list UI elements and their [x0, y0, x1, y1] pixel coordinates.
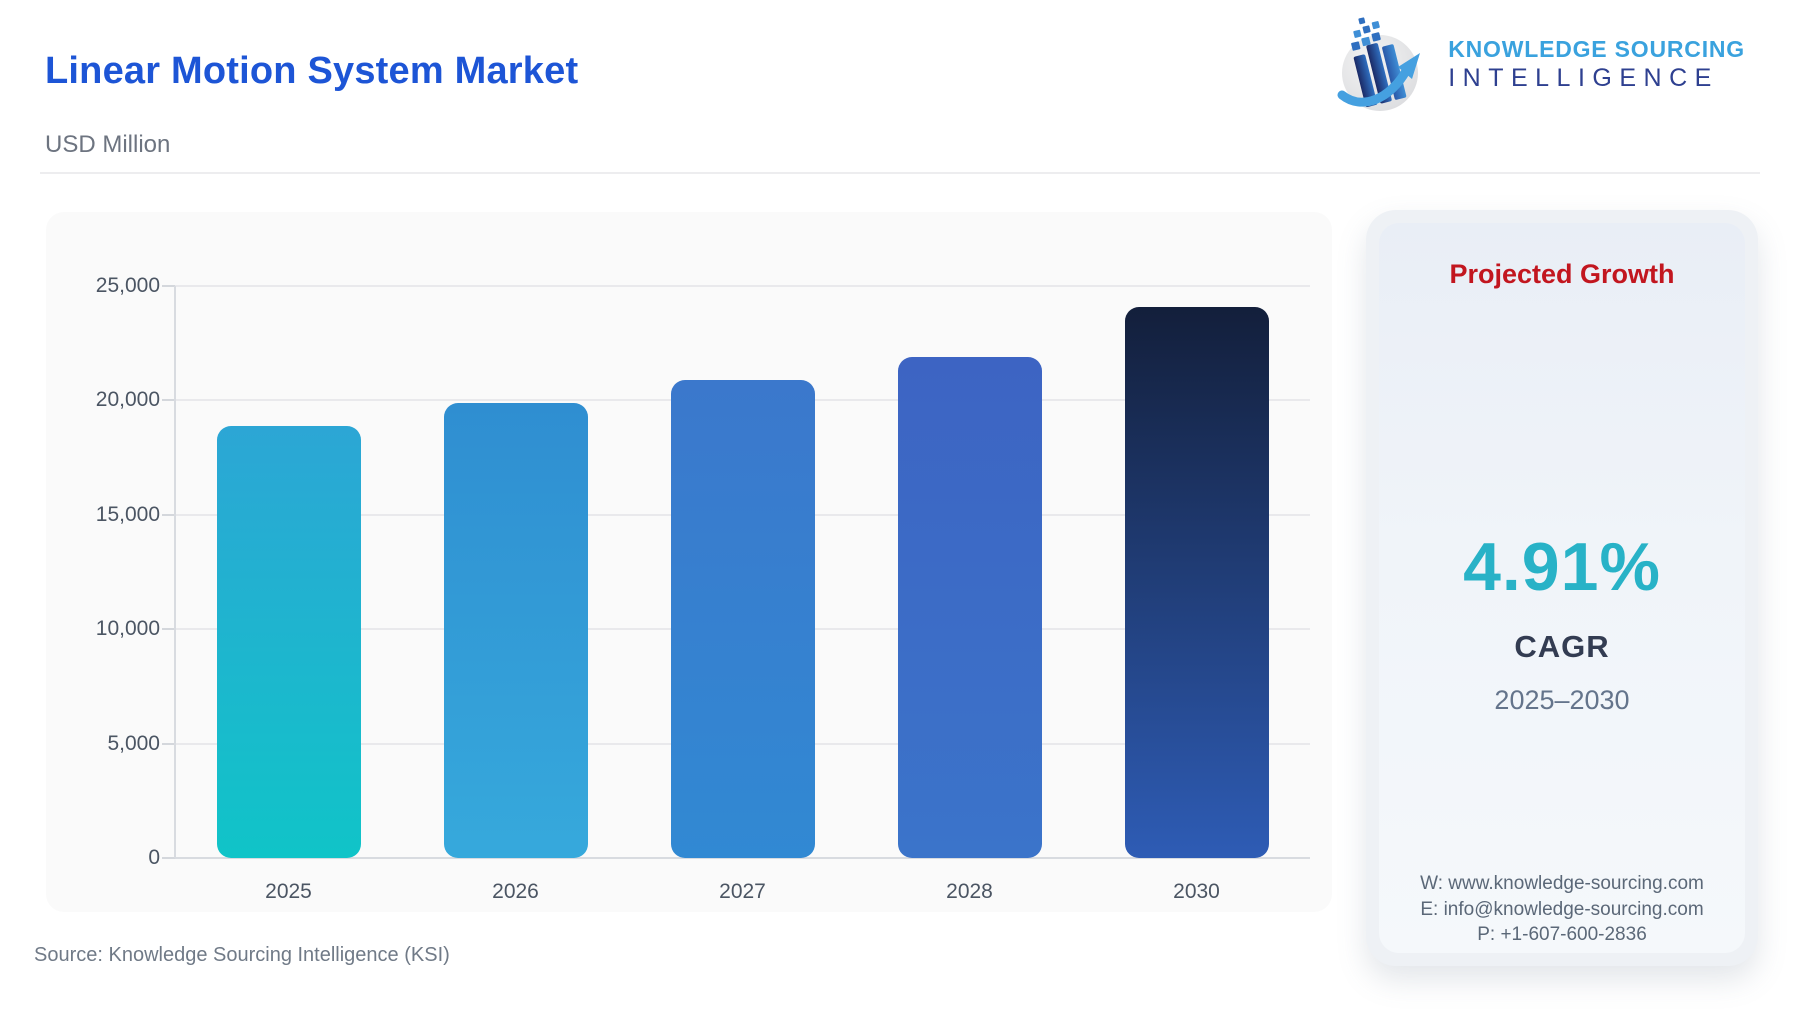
y-axis-tick-label: 25,000 — [95, 274, 160, 297]
page-title: Linear Motion System Market — [45, 50, 579, 92]
contact-block: W: www.knowledge-sourcing.com E: info@kn… — [1379, 871, 1745, 948]
projected-growth-panel: Projected Growth 4.91% CAGR 2025–2030 W:… — [1366, 210, 1758, 966]
cagr-value: 4.91% — [1463, 529, 1661, 605]
cagr-label: CAGR — [1514, 629, 1610, 664]
bar-2025 — [216, 425, 361, 858]
bar-2030 — [1124, 306, 1269, 858]
company-logo: KNOWLEDGE SOURCING INTELLIGENCE — [1328, 15, 1745, 115]
y-axis-tick-label: 10,000 — [95, 617, 160, 641]
y-tickmark — [162, 399, 175, 402]
header-divider — [40, 172, 1760, 174]
y-axis-tick-label: 20,000 — [95, 388, 160, 412]
x-axis-label-2030: 2030 — [1173, 880, 1220, 903]
logo-wordmark: KNOWLEDGE SOURCING INTELLIGENCE — [1448, 36, 1745, 93]
x-axis-label-2027: 2027 — [719, 880, 766, 903]
y-axis-tick-label: 15,000 — [95, 502, 160, 526]
contact-website: W: www.knowledge-sourcing.com — [1420, 873, 1704, 894]
contact-email: E: info@knowledge-sourcing.com — [1420, 898, 1704, 920]
y-tickmark — [162, 857, 175, 859]
bar-2027 — [670, 379, 815, 858]
projected-growth-heading: Projected Growth — [1449, 259, 1675, 289]
cagr-period: 2025–2030 — [1494, 685, 1630, 715]
y-axis-tick-label: 5,000 — [107, 731, 160, 755]
contact-phone: P: +1-607-600-2836 — [1477, 924, 1647, 945]
y-tickmark — [162, 513, 175, 516]
y-tickmark — [162, 285, 175, 287]
gridline-25000 — [175, 285, 1310, 287]
logo-line2: INTELLIGENCE — [1448, 64, 1719, 93]
y-axis-line — [174, 286, 176, 858]
bar-2026 — [443, 402, 588, 858]
projected-growth-panel-inner: Projected Growth 4.91% CAGR 2025–2030 W:… — [1379, 223, 1745, 953]
ksi-logo-icon — [1337, 17, 1421, 111]
logo-line1: KNOWLEDGE SOURCING — [1448, 36, 1745, 63]
x-axis-label-2026: 2026 — [492, 880, 539, 903]
bar-2028 — [897, 356, 1042, 858]
gridline-0 — [175, 857, 1310, 859]
y-tickmark — [162, 628, 175, 631]
y-tickmark — [162, 742, 175, 745]
unit-label: USD Million — [45, 131, 171, 158]
source-note: Source: Knowledge Sourcing Intelligence … — [34, 944, 450, 966]
y-axis-tick-label: 0 — [148, 846, 160, 869]
x-axis-label-2028: 2028 — [946, 880, 993, 903]
x-axis-label-2025: 2025 — [265, 880, 312, 903]
bar-chart: 0 5,000 10,000 15,000 20,000 25,000 2025 2026 20… — [46, 212, 1332, 912]
